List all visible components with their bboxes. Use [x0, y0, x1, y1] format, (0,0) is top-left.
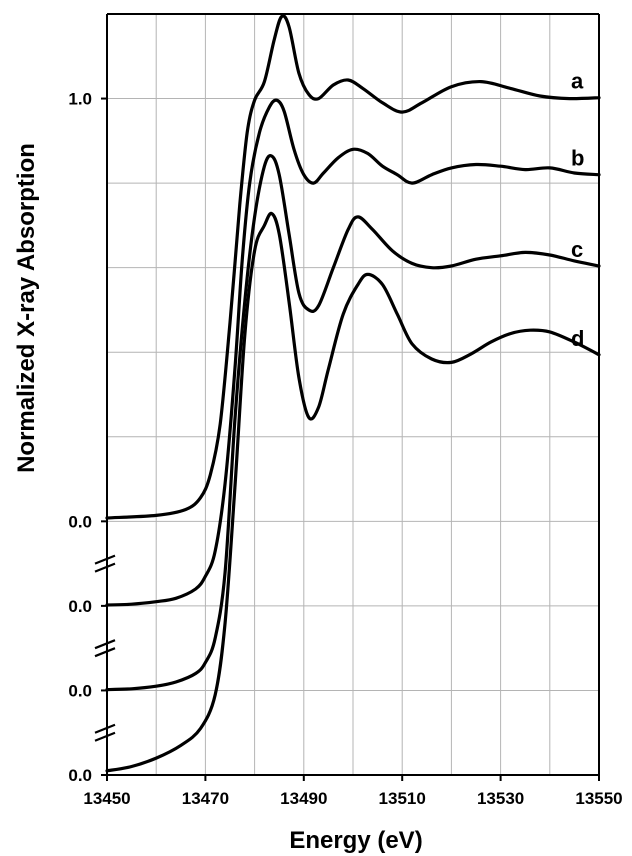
x-tick-label: 13550 — [575, 789, 622, 808]
y-tick-label: 0.0 — [68, 766, 92, 785]
series-layer — [105, 14, 601, 773]
y-tick-label: 1.0 — [68, 90, 92, 109]
x-tick-label: 13490 — [280, 789, 327, 808]
x-tick-label: 13530 — [477, 789, 524, 808]
series-line-c — [105, 154, 601, 692]
labels: a b c d — [571, 69, 584, 351]
grid — [107, 13, 599, 775]
x-axis-title: Energy (eV) — [289, 827, 422, 854]
series-label-a: a — [571, 69, 584, 94]
x-tick-label: 13450 — [83, 789, 130, 808]
y-tick-label: 0.0 — [68, 512, 92, 531]
axis-break-mark — [94, 647, 116, 658]
x-tick-label: 13470 — [182, 789, 229, 808]
series-line-d — [105, 211, 601, 773]
series-line-a — [105, 14, 601, 520]
y-tick-label: 0.0 — [68, 681, 92, 700]
series-line-b — [105, 98, 601, 607]
series-label-c: c — [571, 237, 583, 262]
series-label-d: d — [571, 326, 584, 351]
axes: 13450 13470 13490 13510 13530 13550 1.0 0.0 0.0 0… — [68, 13, 623, 808]
y-tick-label: 0.0 — [68, 597, 92, 616]
axis-break-mark — [94, 554, 116, 565]
axis-break-mark — [94, 639, 116, 650]
series-label-b: b — [571, 146, 584, 171]
axis-break-mark — [94, 723, 116, 734]
axis-break-mark — [94, 731, 116, 742]
y-axis-title: Normalized X-ray Absorption — [13, 143, 40, 473]
x-tick-label: 13510 — [379, 789, 426, 808]
axis-break-mark — [94, 562, 116, 573]
